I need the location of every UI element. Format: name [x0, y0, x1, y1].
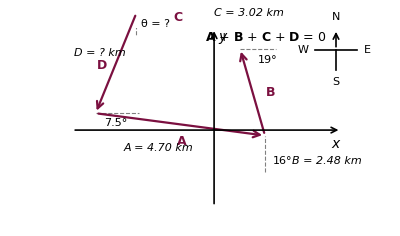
Text: A = 4.70 km: A = 4.70 km: [124, 143, 193, 153]
Text: D = ? km: D = ? km: [74, 48, 126, 58]
Text: x: x: [331, 137, 340, 151]
Text: E: E: [364, 45, 370, 55]
Text: S: S: [332, 77, 340, 87]
Text: 16°: 16°: [273, 156, 292, 165]
Text: C = 3.02 km: C = 3.02 km: [214, 8, 284, 18]
Text: θ = ?: θ = ?: [141, 19, 170, 29]
Text: 19°: 19°: [258, 55, 278, 65]
Text: $\mathbf{A}$ + $\mathbf{B}$ + $\mathbf{C}$ + $\mathbf{D}$ = 0: $\mathbf{A}$ + $\mathbf{B}$ + $\mathbf{C…: [205, 31, 326, 44]
Text: y: y: [218, 30, 227, 44]
Text: D: D: [97, 59, 107, 72]
Text: B: B: [266, 86, 276, 99]
Text: N: N: [332, 12, 340, 22]
Text: C: C: [174, 11, 183, 24]
Text: W: W: [298, 45, 308, 55]
Text: B = 2.48 km: B = 2.48 km: [292, 156, 362, 165]
Text: 7.5°: 7.5°: [104, 118, 127, 128]
Text: A: A: [177, 135, 187, 148]
